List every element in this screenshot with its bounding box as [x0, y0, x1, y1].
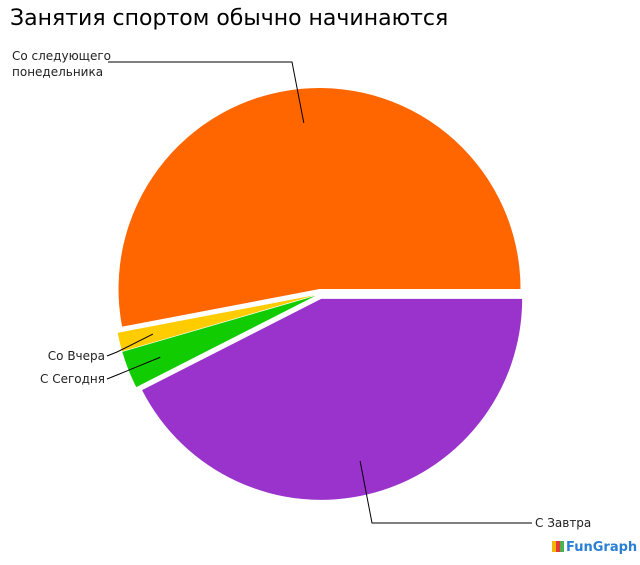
logo-text: FunGraph: [566, 540, 638, 555]
slice-label: С Сегодня: [40, 372, 105, 386]
pie-slice: [118, 88, 521, 327]
slice-label: Со следующего: [12, 49, 111, 63]
chart-title: Занятия спортом обычно начинаются: [10, 6, 449, 31]
pie-slice: [117, 295, 316, 352]
slice-label: Со Вчера: [48, 349, 105, 363]
bars-icon: [552, 541, 564, 552]
leader-line: [106, 356, 161, 380]
leader-line: [108, 61, 305, 124]
slice-label: С Завтра: [535, 516, 591, 530]
leader-line: [106, 333, 154, 357]
slice-label: понедельника: [12, 65, 103, 79]
leader-line: [359, 460, 532, 524]
fungraph-logo: FunGraph: [552, 540, 637, 555]
pie-slice: [122, 295, 316, 388]
pie-slice: [142, 298, 523, 500]
